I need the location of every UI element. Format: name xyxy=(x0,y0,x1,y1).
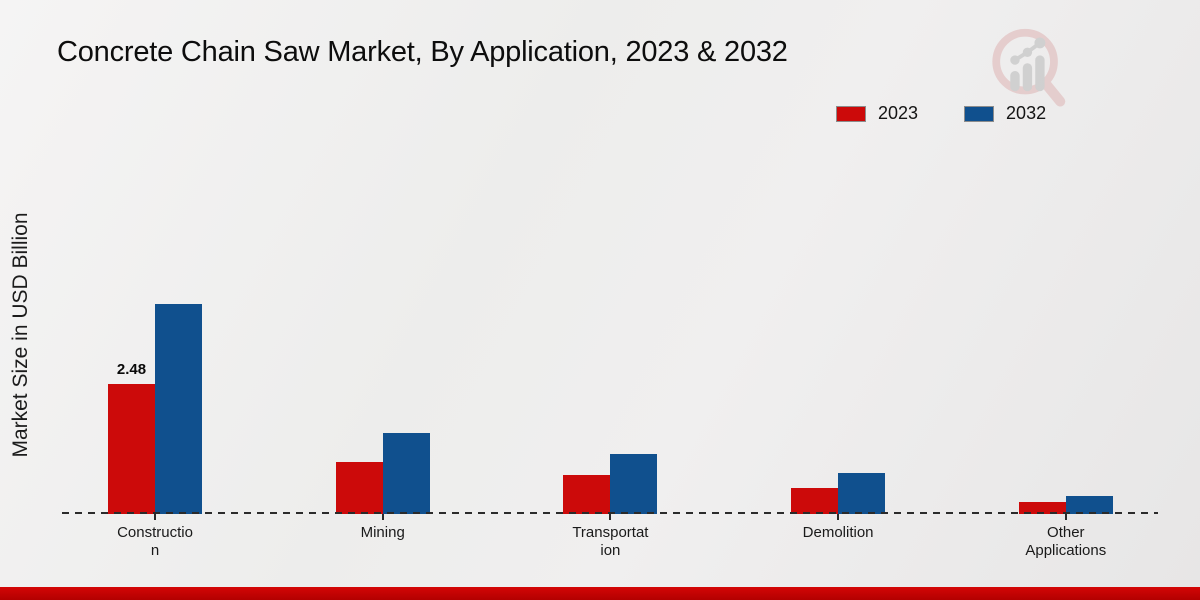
legend: 2023 2032 xyxy=(836,103,1046,124)
bar-2023-other-applications xyxy=(1018,501,1066,514)
legend-item-2023: 2023 xyxy=(836,103,918,124)
bar-value-label: 2.48 xyxy=(116,361,147,379)
magnifier-bar-chart-logo-icon xyxy=(992,28,1066,107)
category-label-mining: Mining xyxy=(360,524,405,541)
axis-tick-construction xyxy=(154,514,156,520)
bar-2023-construction xyxy=(108,384,155,514)
bar-2023-mining xyxy=(335,461,383,514)
axis-tick-other-applications xyxy=(1064,514,1067,520)
category-label-demolition: Demolition xyxy=(802,524,874,541)
axis-tick-demolition xyxy=(837,514,840,520)
axis-tick-mining xyxy=(381,514,384,520)
legend-label-2032: 2032 xyxy=(1006,103,1047,123)
legend-item-2032: 2032 xyxy=(964,103,1046,124)
x-axis-dashed-line xyxy=(62,512,1158,514)
axis-tick-transportation xyxy=(609,514,612,520)
bar-2032-mining xyxy=(382,432,430,514)
bar-2032-demolition xyxy=(838,473,886,514)
category-label-transportation: Transportat ion xyxy=(572,524,649,559)
category-label-construction: Constructio n xyxy=(117,524,193,559)
bar-2023-transportation xyxy=(563,474,611,514)
bar-2023-demolition xyxy=(791,487,839,514)
legend-label-2023: 2023 xyxy=(878,103,919,123)
chart-title: Concrete Chain Saw Market, By Applicatio… xyxy=(57,36,788,68)
legend-swatch-2023 xyxy=(836,105,866,122)
bar-2032-construction xyxy=(155,304,202,514)
legend-swatch-2032 xyxy=(964,105,995,122)
bar-2032-transportation xyxy=(610,453,658,514)
footer-accent-bar xyxy=(0,587,1200,600)
bar-2032-other-applications xyxy=(1065,495,1113,514)
category-label-other-applications: Other Applications xyxy=(1025,524,1107,559)
